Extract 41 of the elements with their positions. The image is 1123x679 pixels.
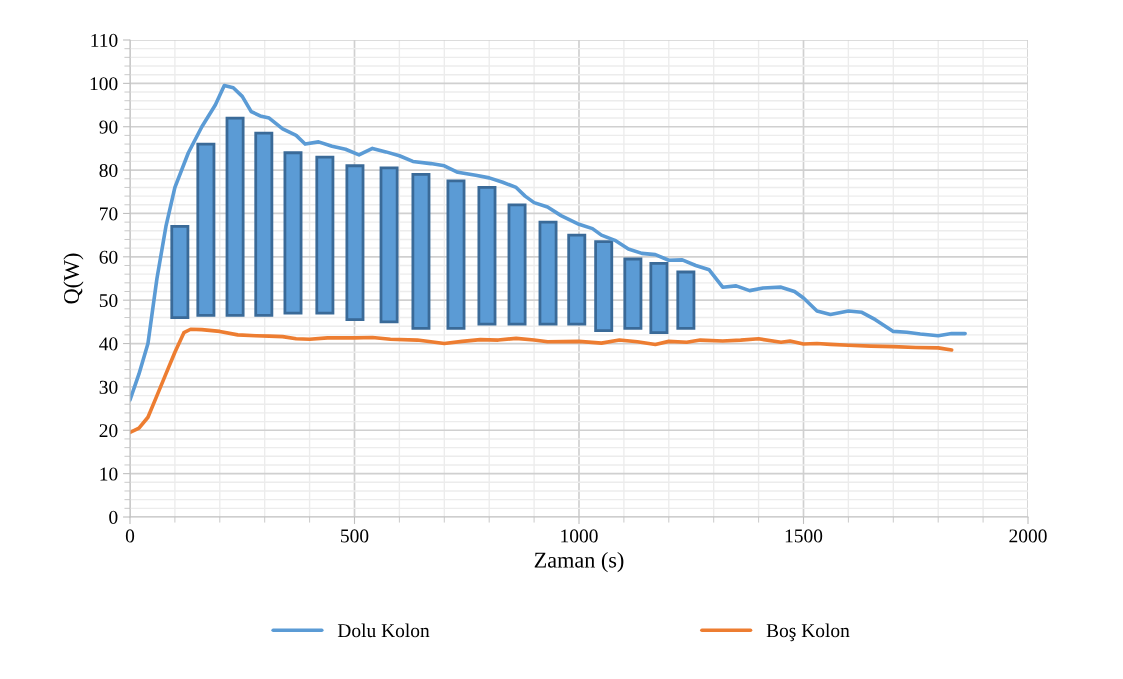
- y-tick-label: 60: [99, 250, 118, 264]
- y-tick-label: 30: [99, 380, 118, 394]
- bar: [170, 225, 190, 319]
- bar: [196, 142, 216, 317]
- bar: [538, 220, 558, 326]
- bar: [379, 166, 399, 324]
- bar: [345, 164, 365, 322]
- legend-label: Dolu Kolon: [337, 623, 430, 638]
- bar: [315, 155, 335, 315]
- y-tick-label: 20: [99, 424, 118, 438]
- x-axis-title: Zaman (s): [534, 551, 624, 573]
- y-tick-label: 0: [109, 510, 118, 524]
- bar: [477, 186, 497, 326]
- x-tick-label: 0: [125, 529, 135, 543]
- legend-label: Boş Kolon: [766, 623, 850, 642]
- x-tick-label: 2000: [1009, 529, 1047, 543]
- y-tick-label: 90: [99, 120, 118, 134]
- y-tick-label: 70: [100, 207, 118, 221]
- y-tick-label: 10: [100, 467, 118, 481]
- bar: [649, 261, 669, 335]
- y-tick-label: 50: [99, 294, 118, 308]
- bar: [676, 270, 696, 330]
- bar: [507, 203, 527, 326]
- bar: [254, 131, 274, 317]
- y-axis-title: Q(W): [63, 253, 84, 304]
- x-tick-label: 1500: [785, 529, 823, 543]
- line-series: [130, 327, 954, 435]
- x-tick-label: 500: [341, 529, 369, 543]
- y-tick-label: 80: [99, 163, 118, 178]
- x-tick-label: 1000: [561, 529, 598, 543]
- bar: [225, 116, 245, 317]
- y-tick-label: 40: [99, 337, 118, 351]
- bar: [283, 151, 303, 315]
- bar: [623, 257, 643, 330]
- bar: [567, 233, 587, 326]
- bar: [411, 173, 431, 330]
- bar: [446, 179, 466, 330]
- bar: [594, 240, 614, 332]
- y-tick-label: 110: [91, 33, 118, 47]
- y-tick-label: 100: [90, 77, 118, 91]
- line-series: [130, 83, 967, 402]
